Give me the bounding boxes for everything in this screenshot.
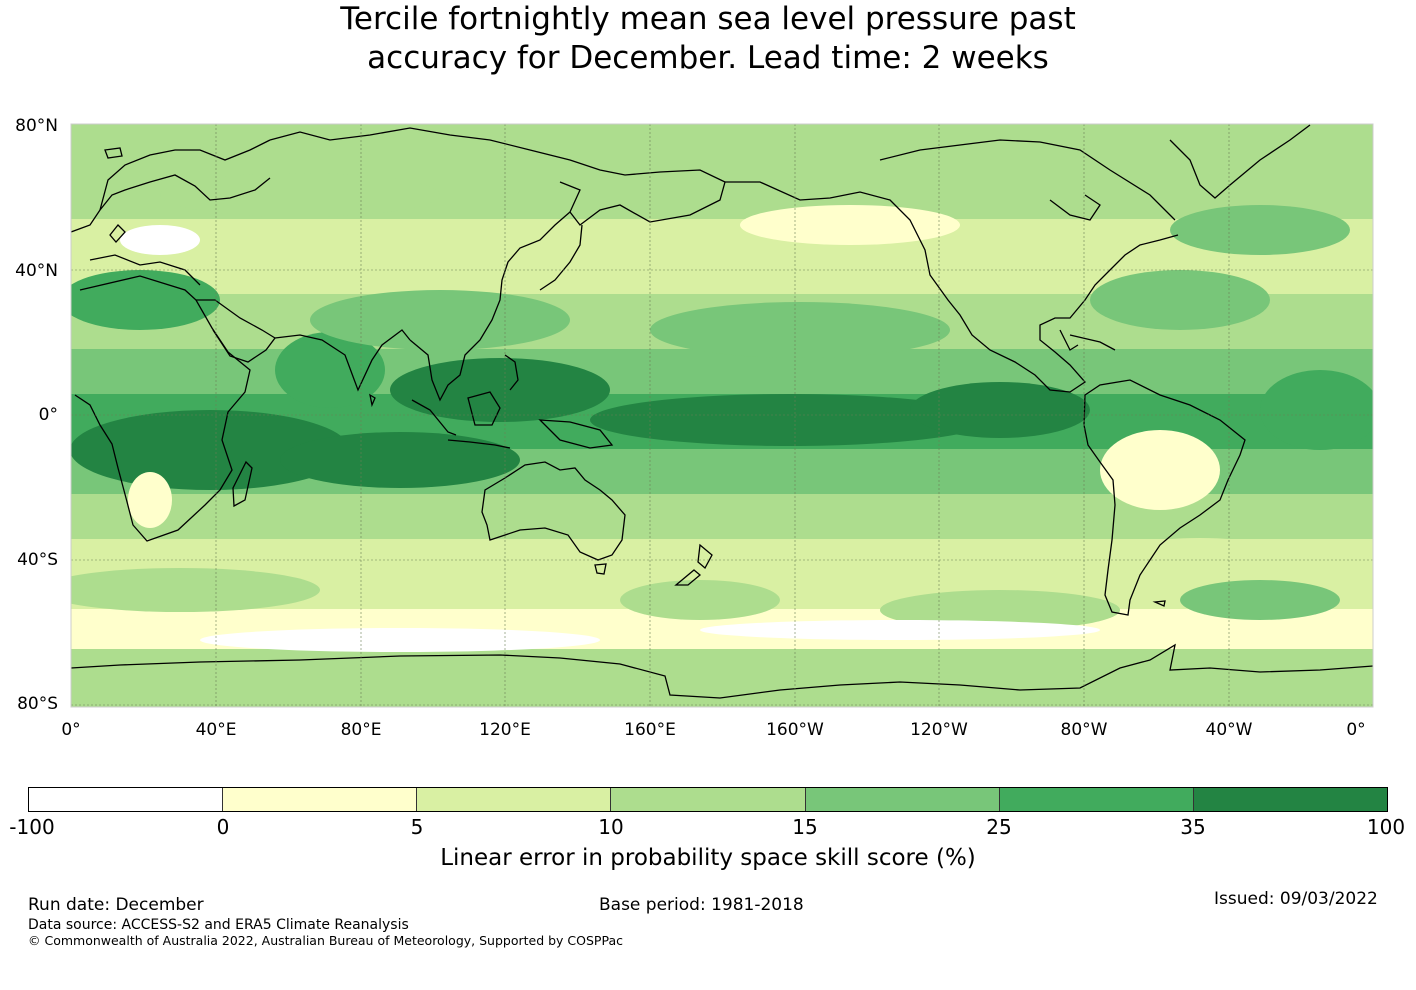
- coast-greenland: [1169, 124, 1311, 199]
- colorbar-tick-neg100: -100: [9, 815, 55, 839]
- coast-philippines: [504, 354, 519, 391]
- coast-cuba: [1069, 334, 1116, 351]
- coast-java: [447, 439, 511, 449]
- colorbar-tick-35: 35: [1180, 815, 1206, 839]
- skill-patch-23: [120, 225, 200, 255]
- colorbar-tick-25: 25: [986, 815, 1012, 839]
- title-line-2: accuracy for December. Lead time: 2 week…: [367, 40, 1049, 76]
- colorbar-segment-3: [417, 788, 612, 811]
- skill-patch-22: [700, 620, 1100, 640]
- skill-patch-12: [1090, 270, 1270, 330]
- skill-patch-20: [1180, 580, 1340, 620]
- coast-antarctica: [71, 643, 1373, 699]
- colorbar-tick-15: 15: [792, 815, 818, 839]
- lat-label-80s: 80°S: [17, 694, 58, 714]
- title-line-1: Tercile fortnightly mean sea level press…: [340, 1, 1076, 37]
- colorbar-segment-1: [29, 788, 224, 811]
- coast-seasia: [409, 211, 571, 402]
- colorbar-tick-0: 0: [216, 815, 230, 839]
- skill-zone-4: [71, 349, 1373, 394]
- lon-label-0-end: 0°: [1346, 720, 1366, 740]
- coast-florida: [1059, 329, 1079, 351]
- coast-siberia: [269, 127, 726, 226]
- coast-japan: [539, 224, 583, 291]
- skill-patch-14: [160, 173, 440, 217]
- coast-south-america: [1083, 379, 1246, 616]
- lon-label-0: 0°: [61, 720, 81, 740]
- colorbar-tick-100: 100: [1366, 815, 1406, 839]
- skill-patch-24: [128, 472, 172, 528]
- coast-hudson: [1049, 194, 1101, 221]
- skill-patch-10: [650, 302, 950, 358]
- skill-patch-16: [71, 568, 320, 612]
- skill-patch-13: [740, 205, 960, 245]
- skill-patch-4: [280, 432, 520, 488]
- skill-patch-5: [590, 394, 990, 446]
- colorbar-label: Linear error in probability space skill …: [440, 845, 976, 871]
- skill-patch-8: [71, 270, 220, 330]
- coast-europe: [71, 174, 271, 233]
- skill-patch-11: [1100, 430, 1220, 510]
- coast-sri-lanka: [369, 393, 376, 408]
- coast-africa: [74, 275, 251, 542]
- coast-australia: [481, 461, 626, 561]
- skill-patch-1: [71, 410, 350, 490]
- copyright: © Commonwealth of Australia 2022, Austra…: [28, 933, 623, 948]
- colorbar-segment-5: [805, 788, 1000, 811]
- lon-label-120w: 120°W: [910, 720, 968, 740]
- skill-patch-6: [910, 382, 1090, 438]
- map-frame: [70, 123, 1374, 708]
- skill-patch-7: [1260, 370, 1373, 450]
- lon-label-80e: 80°E: [340, 720, 382, 740]
- lon-label-160w: 160°W: [766, 720, 824, 740]
- run-date: Run date: December: [28, 895, 204, 915]
- skill-patch-9: [310, 290, 570, 350]
- coast-sumatra: [411, 399, 457, 436]
- coast-tasmania: [594, 563, 607, 575]
- lon-label-40e: 40°E: [195, 720, 237, 740]
- coast-india: [274, 329, 411, 392]
- skill-patch-17: [620, 580, 780, 620]
- coast-borneo: [467, 391, 501, 426]
- coast-north-america: [725, 181, 1179, 393]
- coast-newguinea: [538, 419, 614, 449]
- coastlines: [71, 124, 1373, 699]
- chart-title: Tercile fortnightly mean sea level press…: [0, 0, 1416, 78]
- lat-lon-gridlines: [71, 124, 1373, 707]
- lat-label-40s: 40°S: [17, 550, 58, 570]
- issued-date: Issued: 09/03/2022: [1214, 889, 1378, 909]
- lon-label-160e: 160°E: [624, 720, 676, 740]
- lon-label-80w: 80°W: [1060, 720, 1108, 740]
- skill-patch-21: [200, 628, 600, 652]
- skill-patch-15: [1170, 205, 1350, 255]
- colorbar: [28, 787, 1388, 812]
- lat-label-40n: 40°N: [15, 261, 58, 281]
- lon-label-120e: 120°E: [479, 720, 531, 740]
- base-period: Base period: 1981-2018: [599, 895, 804, 915]
- skill-patch-3: [390, 358, 610, 422]
- coast-uk: [109, 224, 126, 243]
- colorbar-segment-6: [999, 788, 1194, 811]
- colorbar-segment-4: [611, 788, 806, 811]
- colorbar-tick-5: 5: [410, 815, 424, 839]
- coast-newzealand: [674, 543, 713, 586]
- lon-label-40w: 40°W: [1205, 720, 1253, 740]
- coast-madagascar: [232, 460, 253, 508]
- skill-score-map: [70, 123, 1374, 708]
- colorbar-segment-2: [223, 788, 418, 811]
- lat-label-0: 0°: [38, 405, 58, 425]
- coast-arctic-canada: [879, 139, 1176, 221]
- coast-iceland: [104, 147, 123, 159]
- lat-label-80n: 80°N: [15, 116, 58, 136]
- coast-falklands: [1152, 600, 1166, 607]
- coast-scandinavia: [99, 139, 271, 211]
- skill-patch-18: [880, 590, 1120, 630]
- colorbar-segment-7: [1193, 788, 1387, 811]
- skill-score-patches: [71, 173, 1373, 652]
- data-source: Data source: ACCESS-S2 and ERA5 Climate …: [28, 917, 409, 933]
- colorbar-tick-10: 10: [598, 815, 624, 839]
- coast-mediterranean: [89, 254, 201, 286]
